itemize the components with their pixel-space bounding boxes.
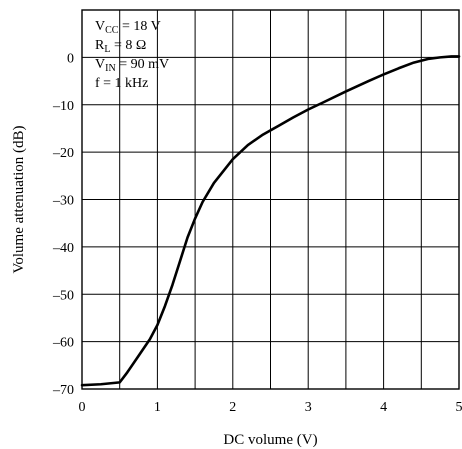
annotation-line: VIN = 90 mV: [95, 57, 169, 74]
chart-grid: [82, 10, 459, 389]
x-tick-label: 5: [456, 400, 462, 415]
x-axis-label: DC volume (V): [223, 432, 317, 448]
y-axis-label: Volume attenuation (dB): [11, 125, 27, 273]
y-tick-label: 0: [67, 51, 74, 66]
attenuation-curve: [80, 55, 461, 387]
x-tick-label: 1: [154, 400, 161, 415]
annotation-line: VCC = 18 V: [95, 19, 161, 36]
y-tick-label: –10: [52, 99, 74, 114]
y-tick-labels: 0 –10 –20 –30 –40 –50 –60 –70: [52, 51, 74, 398]
y-tick-label: –60: [52, 336, 74, 351]
y-tick-label: –30: [52, 194, 74, 209]
annotation-line: RL = 8 Ω: [95, 38, 146, 55]
y-tick-label: –70: [52, 383, 74, 398]
y-tick-label: –40: [52, 241, 74, 256]
x-tick-label: 0: [79, 400, 86, 415]
y-tick-label: –20: [52, 146, 74, 161]
x-tick-label: 4: [380, 400, 387, 415]
plot-frame: [81, 9, 460, 390]
x-tick-label: 2: [229, 400, 236, 415]
x-tick-label: 3: [305, 400, 312, 415]
annotation-line: f = 1 kHz: [95, 76, 148, 91]
conditions-annotation: VCC = 18 V RL = 8 Ω VIN = 90 mV f = 1 kHz: [95, 19, 169, 91]
y-tick-label: –50: [52, 288, 74, 303]
x-tick-labels: 0 1 2 3 4 5: [79, 400, 462, 415]
